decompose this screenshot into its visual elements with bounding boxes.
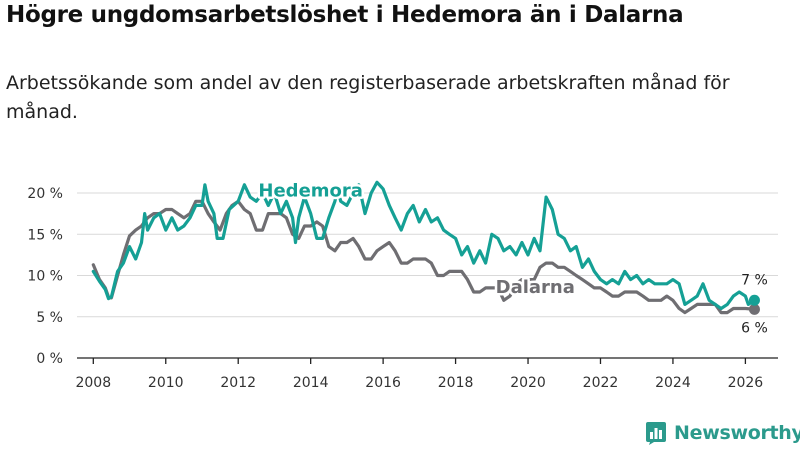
x-tick-label: 2010 [148, 375, 184, 391]
y-tick-label: 0 % [36, 351, 63, 367]
end-value-label-dalarna: 6 % [741, 320, 768, 336]
series-label-hedemora: Hedemora [258, 180, 363, 201]
x-tick-label: 2022 [583, 375, 619, 391]
series-labels: Hedemora Dalarna 7 % 6 % [256, 178, 768, 337]
y-tick-label: 10 % [27, 269, 63, 285]
end-value-label-hedemora: 7 % [741, 272, 768, 288]
gridlines [77, 192, 778, 318]
series-line-dalarna [91, 199, 757, 315]
series-lines [91, 180, 760, 315]
brand-name: Newsworthy [674, 422, 800, 444]
end-point-dalarna [748, 303, 760, 315]
x-tick-label: 2020 [510, 375, 546, 391]
series-line-hedemora [91, 180, 757, 311]
x-tick-label: 2018 [438, 375, 474, 391]
newsworthy-logo: Newsworthy [645, 420, 800, 446]
y-tick-label: 20 % [27, 186, 63, 202]
x-tick-label: 2008 [75, 375, 111, 391]
chart-title: Högre ungdomsarbetslöshet i Hedemora än … [6, 2, 684, 28]
x-tick-label: 2014 [293, 375, 329, 391]
x-tick-label: 2016 [365, 375, 401, 391]
axes: 0 % 5 % 10 % 15 % 20 % 2008 2010 2012 2014 2016 20… [27, 186, 778, 391]
end-point-hedemora [748, 294, 760, 306]
y-tick-label: 15 % [27, 227, 63, 243]
x-tick-label: 2012 [220, 375, 256, 391]
bar-chart-logo-icon [646, 422, 666, 445]
x-tick-label: 2026 [728, 375, 764, 391]
x-tick-label: 2024 [655, 375, 691, 391]
series-label-dalarna: Dalarna [496, 277, 575, 298]
y-tick-label: 5 % [36, 310, 63, 326]
chart-subtitle: Arbetssökande som andel av den registerb… [6, 72, 730, 123]
